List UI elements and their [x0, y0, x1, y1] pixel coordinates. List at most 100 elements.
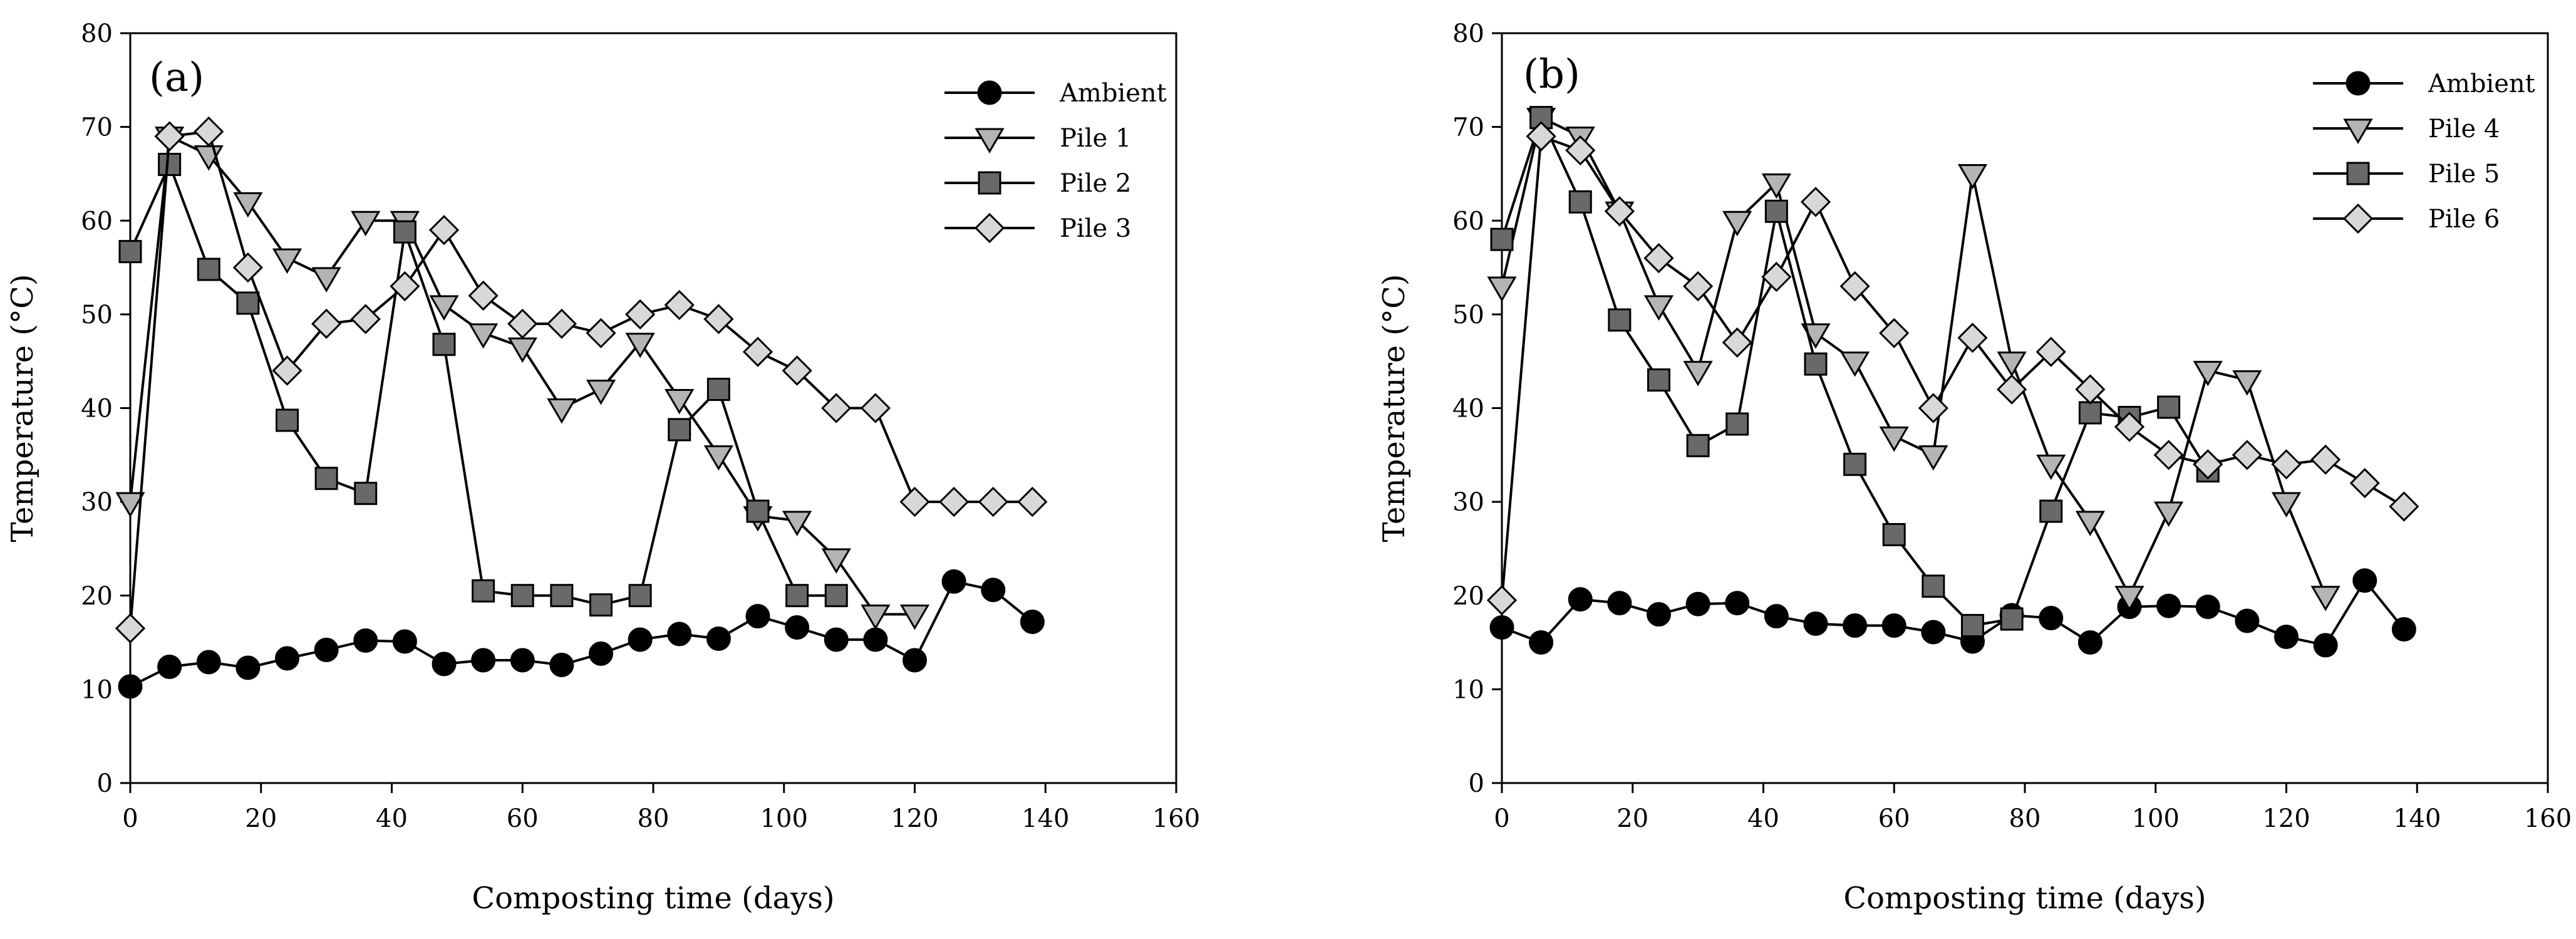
x-tick-label-a: 40	[376, 804, 408, 833]
y-tick-label-a: 50	[81, 301, 113, 329]
data-point-a-pile-1	[351, 210, 381, 237]
data-point-b-pile-4	[2271, 492, 2302, 518]
data-point-a-pile-2	[236, 291, 260, 315]
data-point-b-pile-5	[1843, 452, 1867, 476]
data-point-b-pile-6	[2035, 336, 2066, 367]
data-point-b-pile-6	[1722, 327, 1752, 358]
data-point-b-pile-4	[1761, 173, 1791, 199]
legend-marker-b-ambient	[2346, 71, 2371, 96]
legend-marker-a-pile-2	[978, 171, 1001, 195]
data-point-b-pile-4	[2114, 586, 2144, 611]
data-point-b-pile-6	[2310, 444, 2341, 475]
data-point-b-pile-5	[2078, 401, 2102, 425]
data-point-b-pile-4	[1957, 163, 1988, 190]
data-point-a-pile-3	[899, 487, 930, 517]
data-point-b-pile-5	[1725, 412, 1749, 436]
data-point-a-pile-1	[507, 337, 537, 363]
data-point-a-pile-1	[665, 389, 695, 415]
x-tick-label-a: 80	[638, 804, 670, 833]
data-point-b-pile-6	[2232, 440, 2262, 470]
x-tick-label-a: 120	[891, 804, 938, 833]
data-point-a-pile-3	[821, 393, 852, 423]
data-point-a-ambient	[981, 578, 1006, 603]
data-point-b-ambient	[1489, 615, 1514, 640]
data-point-a-pile-1	[703, 445, 733, 471]
y-tick-label-b: 60	[1452, 207, 1484, 236]
data-point-a-pile-2	[550, 584, 574, 608]
series-line-b-pile-4	[1501, 115, 2327, 599]
legend-label-a-ambient: Ambient	[1059, 79, 1167, 108]
data-point-a-ambient	[118, 674, 143, 699]
data-point-b-pile-4	[1683, 361, 1713, 386]
data-point-b-pile-6	[1918, 393, 1948, 423]
data-point-a-pile-2	[158, 152, 182, 176]
data-point-a-ambient	[706, 626, 731, 651]
data-point-a-pile-2	[472, 579, 495, 603]
data-point-a-pile-3	[742, 336, 773, 367]
data-point-a-pile-3	[664, 289, 695, 321]
x-tick-label-b: 160	[2524, 804, 2572, 833]
data-point-b-pile-5	[1961, 614, 1984, 638]
data-point-a-pile-2	[510, 584, 534, 608]
data-point-a-pile-3	[115, 613, 146, 644]
series-line-a-ambient	[130, 580, 1033, 688]
data-point-a-ambient	[941, 569, 966, 594]
y-tick-label-b: 40	[1452, 395, 1484, 423]
data-point-a-pile-1	[586, 380, 616, 405]
data-point-a-pile-3	[507, 308, 538, 339]
data-point-a-ambient	[745, 604, 770, 629]
data-point-b-pile-4	[2193, 361, 2223, 386]
data-point-a-pile-3	[272, 355, 303, 386]
data-point-b-pile-5	[1647, 368, 1670, 392]
data-point-a-ambient	[235, 655, 261, 680]
data-point-b-pile-4	[2075, 511, 2105, 537]
data-point-a-pile-3	[232, 252, 263, 283]
y-tick-label-a: 80	[81, 19, 113, 48]
data-point-b-pile-6	[1839, 271, 1870, 302]
data-point-a-pile-2	[746, 499, 770, 523]
data-point-b-pile-5	[2000, 607, 2024, 631]
data-point-b-pile-5	[1608, 308, 1632, 332]
y-tick-label-b: 30	[1452, 488, 1484, 517]
x-axis-label-a: Composting time (days)	[472, 881, 834, 916]
data-point-b-pile-6	[1486, 585, 1518, 616]
data-point-b-pile-6	[1879, 318, 1910, 348]
data-point-b-ambient	[2235, 608, 2260, 633]
data-point-b-pile-6	[1565, 135, 1596, 166]
y-tick-label-a: 70	[81, 113, 113, 142]
data-point-b-pile-6	[2114, 412, 2145, 442]
data-point-b-pile-6	[1526, 121, 1556, 152]
legend-label-b-pile-4: Pile 4	[2428, 115, 2500, 143]
data-point-a-ambient	[432, 651, 457, 677]
data-point-a-ambient	[549, 652, 574, 677]
data-point-b-pile-6	[1997, 374, 2027, 405]
data-point-a-pile-2	[276, 408, 299, 432]
data-point-a-pile-3	[154, 121, 185, 152]
data-point-b-pile-6	[2271, 449, 2302, 480]
x-tick-label-b: 20	[1616, 804, 1648, 833]
data-point-b-pile-6	[1957, 323, 1988, 353]
data-point-a-pile-3	[939, 487, 970, 517]
legend-label-b-pile-6: Pile 6	[2428, 205, 2500, 234]
y-tick-label-a: 30	[81, 488, 113, 517]
data-point-b-pile-4	[2310, 586, 2341, 611]
panel-label-a: (a)	[149, 54, 204, 101]
legend-marker-b-pile-5	[2346, 162, 2370, 185]
data-point-b-ambient	[1921, 620, 1946, 645]
data-point-b-ambient	[1725, 591, 1750, 616]
data-point-b-pile-6	[2153, 440, 2184, 470]
data-point-b-pile-5	[1490, 227, 1514, 251]
y-tick-label-b: 80	[1452, 19, 1484, 48]
data-point-b-pile-5	[2157, 395, 2181, 419]
x-tick-label-a: 160	[1152, 804, 1200, 833]
data-point-b-pile-6	[2193, 449, 2223, 480]
data-point-b-ambient	[2352, 568, 2377, 593]
data-point-b-pile-6	[2075, 374, 2106, 405]
data-point-b-ambient	[1843, 613, 1868, 638]
x-tick-label-b: 0	[1494, 804, 1509, 833]
data-point-b-pile-6	[1604, 196, 1635, 227]
x-tick-label-a: 20	[245, 804, 277, 833]
legend-marker-a-ambient	[977, 80, 1002, 105]
data-point-b-pile-6	[1800, 187, 1831, 217]
data-point-a-ambient	[824, 627, 849, 652]
